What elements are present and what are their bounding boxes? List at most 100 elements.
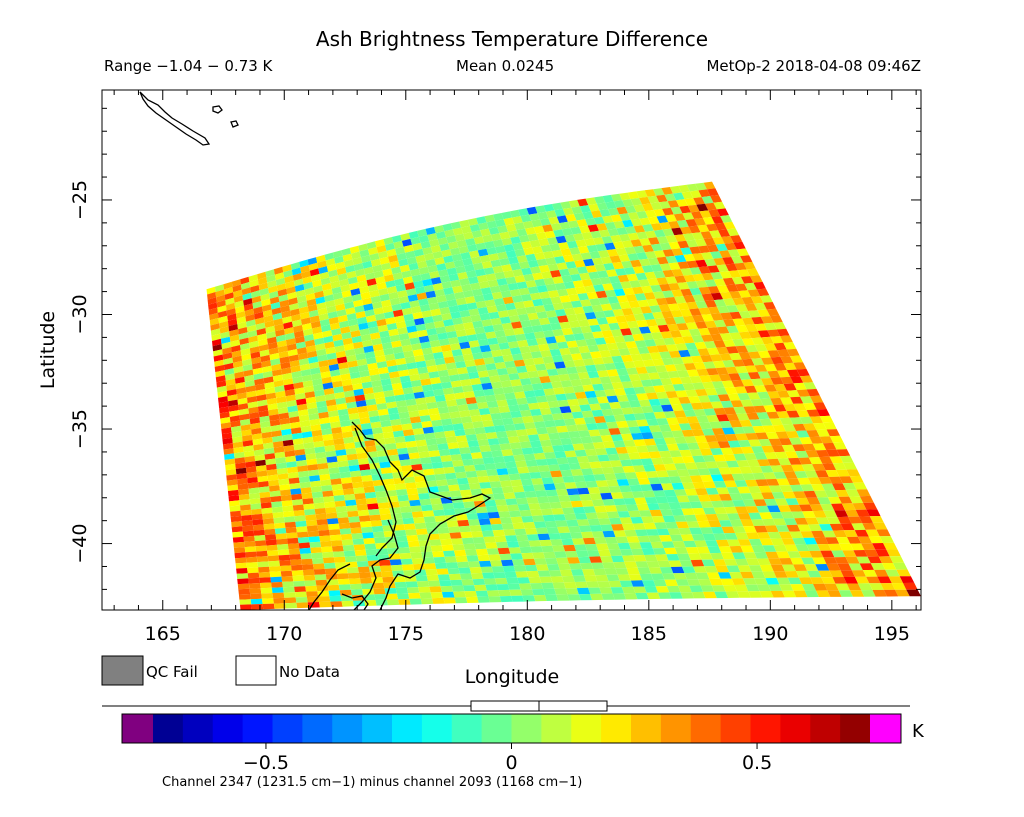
swath-pixel (456, 239, 468, 248)
swath-pixel (396, 363, 408, 372)
swath-pixel (285, 280, 295, 289)
swath-pixel (761, 357, 774, 365)
swath-pixel (374, 594, 387, 600)
swath-pixel (883, 589, 899, 597)
swath-pixel (628, 426, 642, 434)
swath-pixel (716, 487, 730, 495)
swath-pixel (453, 549, 467, 557)
swath-pixel (281, 310, 292, 319)
swath-pixel (358, 243, 368, 252)
swath-pixel (726, 413, 740, 421)
swath-pixel (759, 564, 774, 572)
swath-pixel (429, 413, 441, 421)
swath-pixel (301, 564, 314, 571)
swath-pixel (762, 472, 777, 480)
swath-pixel (325, 450, 337, 458)
swath-pixel (480, 524, 493, 532)
swath-pixel (754, 551, 769, 559)
swath-pixel (366, 404, 378, 412)
swath-pixel (717, 305, 730, 314)
swath-pixel (659, 263, 672, 271)
swath-pixel (783, 471, 798, 479)
swath-pixel (533, 484, 546, 491)
swath-pixel (818, 570, 833, 578)
swath-pixel (390, 376, 402, 385)
swath-pixel (724, 533, 738, 540)
swath-pixel (686, 301, 699, 310)
swath-pixel (599, 376, 612, 384)
swath-pixel (281, 576, 294, 582)
swath-pixel (443, 550, 456, 557)
swath-pixel (490, 413, 503, 421)
swath-pixel (316, 457, 328, 465)
swath-pixel (317, 260, 327, 269)
swath-pixel (272, 441, 284, 448)
swath-pixel (724, 506, 738, 514)
swath-pixel (438, 449, 451, 457)
swath-pixel (517, 372, 530, 380)
y-tick-label: −25 (69, 180, 91, 220)
swath-pixel (394, 530, 407, 537)
swath-pixel (641, 265, 654, 273)
swath-pixel (470, 488, 483, 496)
swath-pixel (349, 324, 360, 332)
swath-pixel (824, 490, 839, 498)
swath-pixel (339, 471, 351, 479)
swath-pixel (346, 453, 358, 461)
swath-pixel (819, 524, 833, 531)
swath-pixel (653, 411, 667, 419)
swath-pixel (559, 406, 572, 414)
swath-pixel (457, 272, 468, 280)
swath-pixel (794, 517, 809, 525)
swath-pixel (283, 445, 295, 452)
swath-pixel (299, 481, 311, 489)
swath-pixel (772, 518, 787, 526)
swath-pixel (244, 546, 257, 553)
swath-pixel (367, 503, 379, 510)
swath-pixel (315, 296, 326, 305)
swath-pixel (291, 493, 303, 501)
swath-pixel (732, 426, 746, 434)
swath-pixel (467, 218, 479, 226)
swath-pixel (290, 365, 301, 373)
swath-pixel (362, 532, 374, 539)
swath-pixel (350, 527, 363, 534)
swath-pixel (691, 591, 706, 599)
swath-pixel (241, 429, 252, 437)
swath-pixel (228, 495, 240, 502)
swath-pixel (649, 509, 663, 517)
swath-pixel (486, 590, 500, 597)
swath-pixel (534, 363, 547, 371)
swath-pixel (287, 472, 299, 479)
swath-pixel (267, 555, 280, 562)
swath-pixel (681, 356, 694, 364)
swath-pixel (717, 441, 731, 449)
swath-pixel (379, 330, 390, 338)
swath-pixel (334, 391, 345, 400)
swath-pixel (531, 589, 545, 596)
swath-pixel (477, 596, 490, 603)
swath-pixel (781, 538, 796, 545)
swath-pixel (445, 293, 456, 301)
swath-pixel (273, 603, 286, 609)
swath-pixel (286, 286, 296, 295)
swath-pixel (510, 516, 524, 524)
swath-pixel (535, 395, 548, 403)
swath-pixel (686, 239, 699, 248)
range-slider[interactable] (102, 700, 910, 712)
swath-pixel (839, 455, 854, 463)
swath-pixel (407, 540, 420, 548)
swath-pixel (441, 281, 453, 289)
swath-pixel (705, 461, 719, 469)
swath-pixel (451, 538, 464, 545)
swath-pixel (560, 501, 573, 509)
swath-pixel (605, 316, 618, 324)
swath-pixel (330, 534, 342, 541)
swath-pixel (721, 380, 735, 388)
swath-pixel (585, 338, 597, 346)
swath-pixel (792, 444, 806, 452)
swath-pixel (257, 475, 269, 483)
swath-pixel (699, 210, 712, 218)
swath-pixel (487, 475, 500, 482)
swath-pixel (514, 528, 527, 536)
